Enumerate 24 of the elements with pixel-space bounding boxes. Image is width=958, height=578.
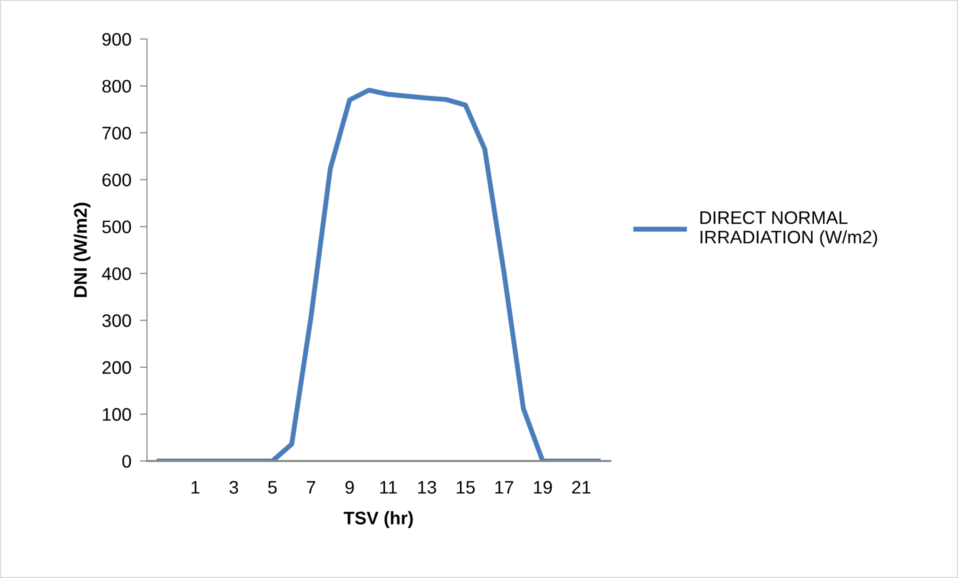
x-axis-title: TSV (hr) bbox=[344, 511, 413, 528]
y-tick-label: 0 bbox=[122, 454, 131, 468]
x-tick-label: 5 bbox=[268, 481, 277, 494]
y-tick-label: 500 bbox=[102, 220, 131, 234]
x-tick-label: 1 bbox=[192, 481, 200, 494]
y-tick-label: 400 bbox=[102, 267, 131, 280]
y-axis-title: DNI (W/m2) bbox=[74, 202, 90, 297]
x-tick-label: 15 bbox=[456, 481, 475, 494]
legend-label: DIRECT NORMAL IRRADIATION (W/m2) bbox=[700, 211, 878, 248]
x-tick-label: 21 bbox=[572, 480, 590, 494]
x-tick-label: 3 bbox=[229, 480, 238, 494]
x-tick-label: 13 bbox=[418, 480, 436, 494]
x-tick-label: 11 bbox=[380, 481, 397, 494]
y-tick-label: 200 bbox=[102, 361, 131, 374]
x-tick-label: 17 bbox=[495, 481, 514, 494]
y-tick-label: 900 bbox=[102, 32, 131, 46]
y-tick-label: 600 bbox=[102, 174, 131, 186]
y-tick-label: 100 bbox=[102, 408, 131, 421]
x-tick-label: 9 bbox=[345, 480, 354, 494]
y-tick-label: 700 bbox=[102, 126, 131, 140]
y-tick-label: 300 bbox=[102, 314, 131, 328]
x-tick-label: 7 bbox=[306, 481, 316, 494]
x-tick-label: 19 bbox=[534, 480, 552, 494]
y-tick-label: 800 bbox=[102, 80, 131, 93]
